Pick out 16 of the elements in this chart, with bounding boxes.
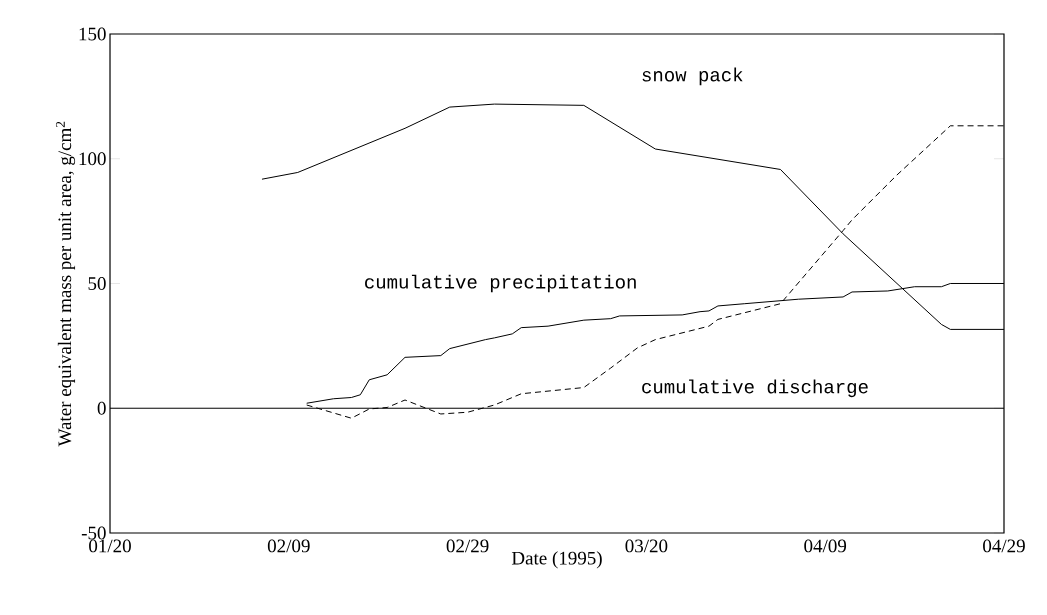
x-tick-label: 02/09 [267,539,310,553]
y-tick-label: 0 [97,401,106,415]
y-tick-label: 50 [88,277,106,290]
x-tick-label: 02/29 [446,539,489,553]
x-tick-label: 04/09 [804,539,847,553]
y-tick-label: -50 [81,526,106,540]
text: snow pack [642,67,743,86]
x-axis-title: Date (1995) [511,551,602,569]
series-label: cumulative precipitation [365,274,636,293]
series-label: cumulative discharge [642,379,868,398]
x-tick-label: 01/20 [89,539,131,553]
y-tick-label: 100 [79,152,106,166]
y-tick-label: 150 [79,27,106,41]
x-tick-label: 03/20 [625,539,668,553]
y-axis-title: Water equivalent mass per unit area, g/cm$^{2}$ [55,121,76,447]
x-tick-label: 04/29 [983,539,1025,553]
